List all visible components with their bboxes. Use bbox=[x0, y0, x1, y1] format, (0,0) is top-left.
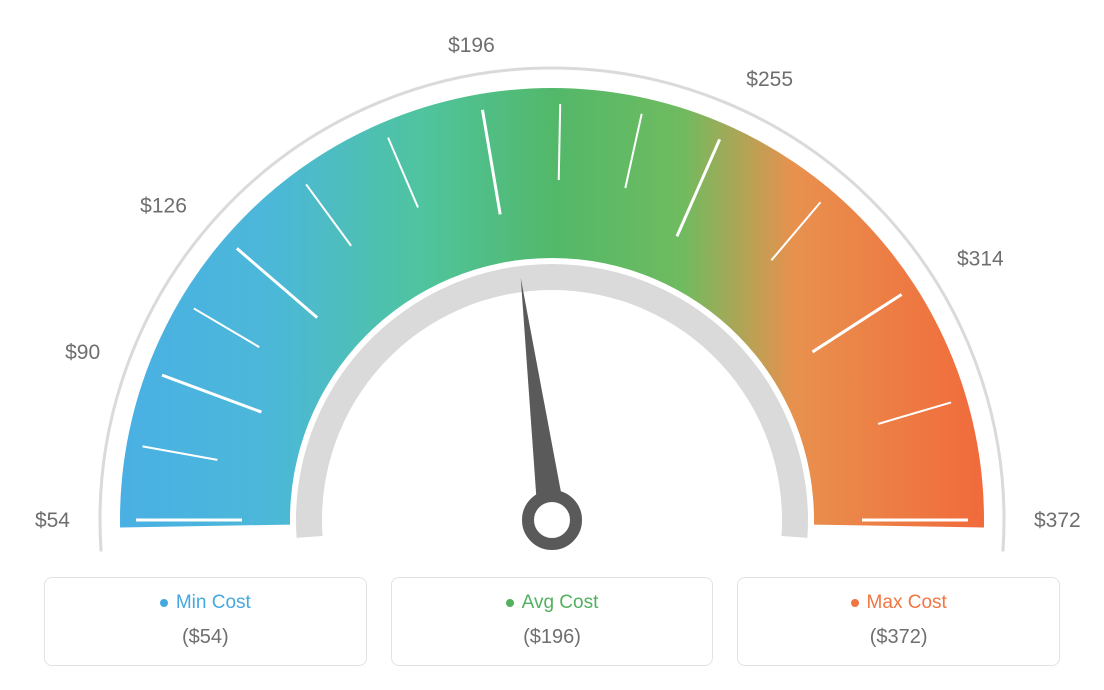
dot-icon bbox=[506, 599, 514, 607]
legend-row: Min Cost ($54) Avg Cost ($196) Max Cost … bbox=[44, 577, 1060, 666]
tick-label: $54 bbox=[35, 509, 70, 532]
legend-label: Min Cost bbox=[176, 592, 251, 614]
legend-title-avg: Avg Cost bbox=[506, 592, 599, 614]
tick-label: $90 bbox=[65, 341, 100, 364]
legend-label: Max Cost bbox=[867, 592, 947, 614]
legend-value-min: ($54) bbox=[45, 626, 366, 649]
tick-label: $196 bbox=[448, 34, 495, 57]
needle-hub bbox=[528, 496, 576, 544]
tick-label: $372 bbox=[1034, 509, 1081, 532]
legend-value-max: ($372) bbox=[738, 626, 1059, 649]
legend-card-min: Min Cost ($54) bbox=[44, 577, 367, 666]
dot-icon bbox=[851, 599, 859, 607]
dot-icon bbox=[160, 599, 168, 607]
tick-label: $255 bbox=[746, 68, 793, 91]
cost-gauge-chart: $54 $90 $126 $196 $255 $314 $372 Min Cost ($54… bbox=[0, 0, 1104, 690]
legend-label: Avg Cost bbox=[522, 592, 599, 614]
gauge-needle bbox=[521, 278, 566, 522]
legend-card-avg: Avg Cost ($196) bbox=[391, 577, 714, 666]
tick-label: $126 bbox=[140, 194, 187, 217]
legend-title-max: Max Cost bbox=[851, 592, 947, 614]
legend-title-min: Min Cost bbox=[160, 592, 251, 614]
legend-value-avg: ($196) bbox=[392, 626, 713, 649]
legend-card-max: Max Cost ($372) bbox=[737, 577, 1060, 666]
tick-label: $314 bbox=[957, 248, 1004, 271]
gauge-svg: $54 $90 $126 $196 $255 $314 $372 bbox=[0, 0, 1104, 560]
